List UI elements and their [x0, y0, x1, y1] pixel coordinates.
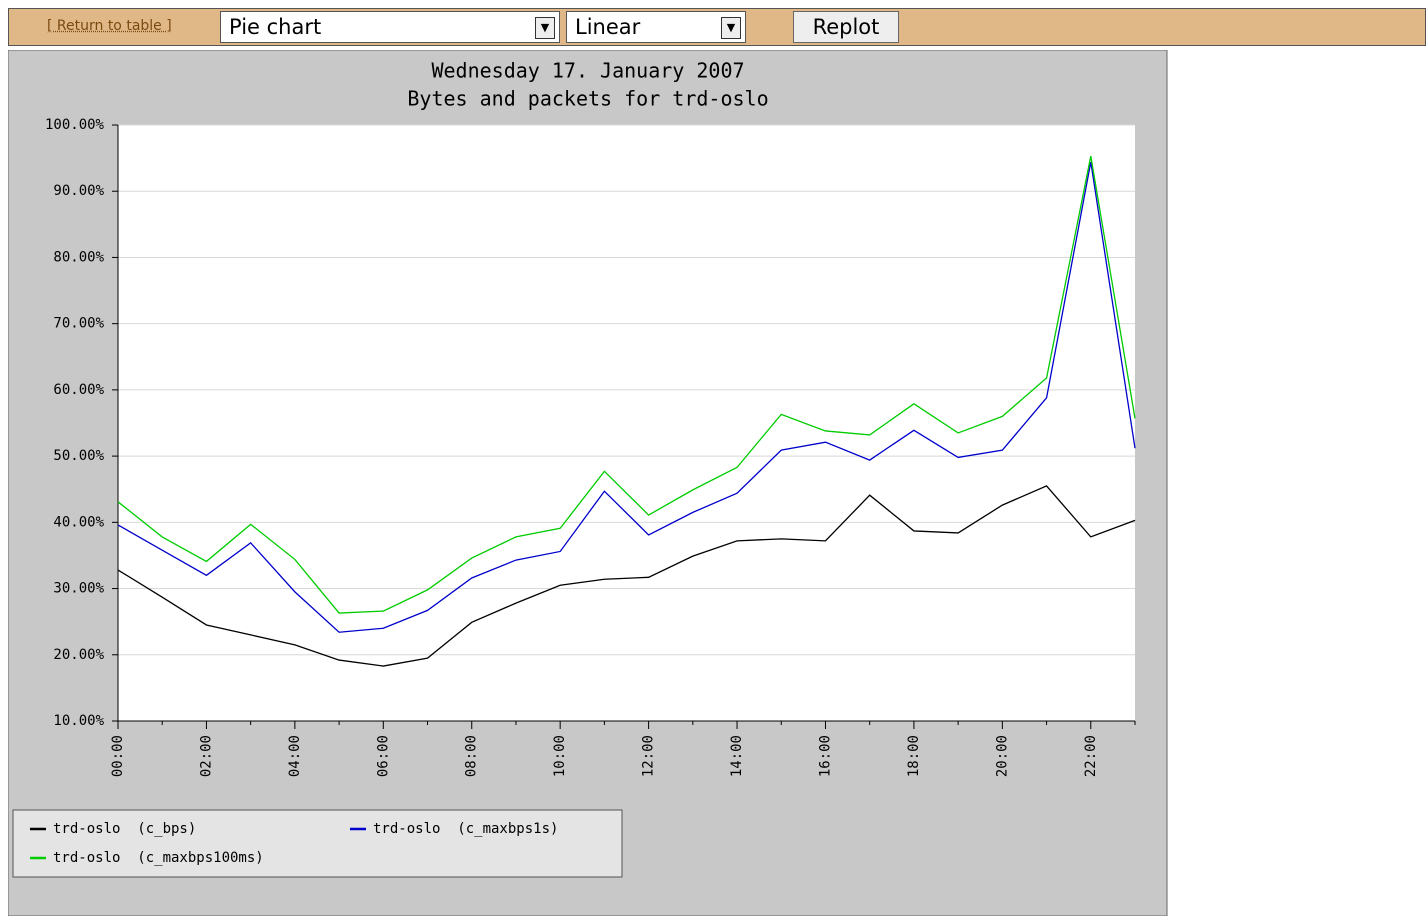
chart-title: Wednesday 17. January 2007: [431, 59, 744, 83]
legend-label: trd-oslo (c_maxbps100ms): [53, 850, 264, 866]
plot-area: [118, 125, 1135, 721]
x-tick-label: 16:00: [817, 735, 833, 777]
x-tick-label: 22:00: [1083, 735, 1099, 777]
legend-label: trd-oslo (c_maxbps1s): [373, 821, 558, 837]
legend-label: trd-oslo (c_bps): [53, 821, 196, 837]
scale-select[interactable]: Linear ▼: [566, 11, 746, 43]
y-tick-label: 60.00%: [53, 382, 104, 398]
x-tick-label: 06:00: [375, 735, 391, 777]
legend: [12, 809, 623, 878]
x-tick-label: 20:00: [994, 735, 1010, 777]
dropdown-arrow: ▼: [535, 17, 555, 39]
chart-type-select[interactable]: Pie chart ▼: [220, 11, 560, 43]
x-tick-label: 08:00: [464, 735, 480, 777]
y-tick-label: 20.00%: [53, 647, 104, 663]
x-tick-label: 10:00: [552, 735, 568, 777]
series-line: [117, 161, 1136, 633]
x-tick-label: 14:00: [729, 735, 745, 777]
y-tick-label: 30.00%: [53, 581, 104, 597]
chart: Wednesday 17. January 2007 Bytes and pac…: [8, 50, 1168, 916]
x-tick-label: 02:00: [198, 735, 214, 777]
select-value: Linear: [575, 15, 641, 39]
y-tick-label: 100.00%: [45, 117, 105, 133]
y-tick-label: 10.00%: [53, 713, 104, 729]
y-tick-label: 40.00%: [53, 514, 104, 530]
series-line: [117, 485, 1136, 667]
y-tick-label: 80.00%: [53, 249, 104, 265]
chart-subtitle: Bytes and packets for trd-oslo: [407, 87, 768, 111]
toolbar: [ Return to table ] Pie chart ▼ Linear ▼ R…: [8, 8, 1426, 46]
dropdown-arrow: ▼: [721, 17, 741, 39]
x-tick-label: 18:00: [906, 735, 922, 777]
replot-button[interactable]: Replot: [793, 11, 899, 43]
x-tick-label: 04:00: [287, 735, 303, 777]
y-tick-label: 50.00%: [53, 448, 104, 464]
return-link[interactable]: [ Return to table ]: [47, 18, 172, 34]
y-tick-label: 90.00%: [53, 183, 104, 199]
y-tick-label: 70.00%: [53, 316, 104, 332]
select-value: Pie chart: [229, 15, 322, 39]
series-line: [117, 155, 1136, 614]
x-tick-label: 12:00: [641, 735, 657, 777]
x-tick-label: 00:00: [110, 735, 126, 777]
